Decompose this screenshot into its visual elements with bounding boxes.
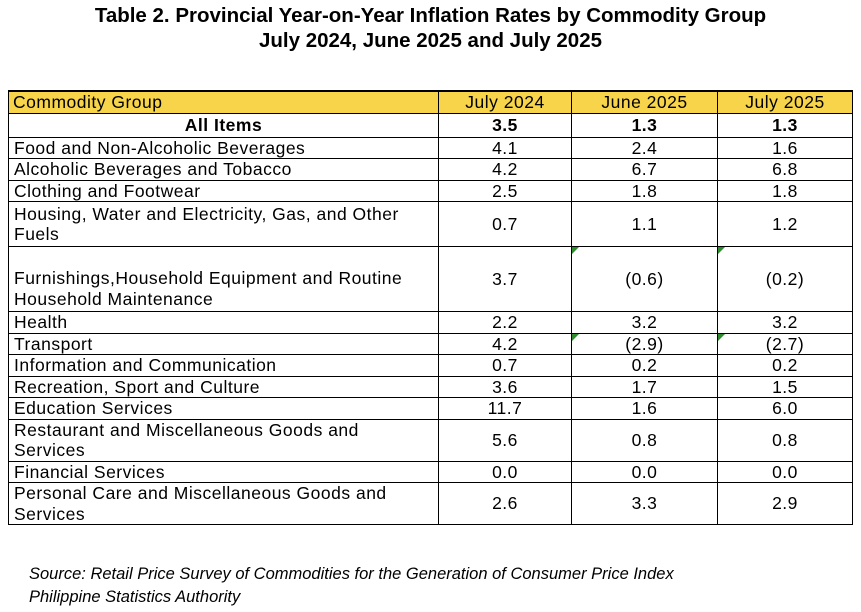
table-row: Financial Services 0.0 0.0 0.0 <box>8 460 853 483</box>
cell-group: Recreation, Sport and Culture <box>8 375 439 398</box>
cell-july-2024: 3.5 <box>438 112 572 138</box>
table-row: Health 2.2 3.2 3.2 <box>8 311 853 334</box>
cell-group: Health <box>8 311 439 334</box>
cell-june-2025: 0.8 <box>571 418 718 462</box>
cell-june-2025: 1.6 <box>571 397 718 420</box>
cell-july-2025: 2.9 <box>717 482 853 525</box>
cell-july-2025: 1.6 <box>717 136 853 159</box>
cell-july-2024: 4.1 <box>438 136 572 159</box>
source-line-2: Philippine Statistics Authority <box>29 588 241 606</box>
cell-group: Education Services <box>8 397 439 420</box>
cell-july-2024: 3.6 <box>438 375 572 398</box>
table-row: Alcoholic Beverages and Tobacco 4.2 6.7 … <box>8 158 853 181</box>
table-row: Transport 4.2 (2.9) (2.7) <box>8 332 853 355</box>
cell-group: All Items <box>8 112 439 138</box>
cell-july-2024: 0.7 <box>438 201 572 247</box>
cell-july-2025: 6.0 <box>717 397 853 420</box>
cell-june-2025: 2.4 <box>571 136 718 159</box>
cell-group: Transport <box>8 332 439 355</box>
table-row: Restaurant and Miscellaneous Goods and S… <box>8 418 853 462</box>
title-line-2: July 2024, June 2025 and July 2025 <box>258 29 602 52</box>
cell-group: Housing, Water and Electricity, Gas, and… <box>8 201 439 247</box>
source-note: Source: Retail Price Survey of Commoditi… <box>29 563 674 609</box>
cell-july-2025: 6.8 <box>717 158 853 181</box>
cell-june-2025: 1.1 <box>571 201 718 247</box>
cell-group: Restaurant and Miscellaneous Goods and S… <box>8 418 439 462</box>
table-row: Food and Non-Alcoholic Beverages 4.1 2.4… <box>8 136 853 159</box>
source-line-1: Source: Retail Price Survey of Commoditi… <box>29 565 674 583</box>
cell-june-2025: 1.8 <box>571 179 718 202</box>
cell-july-2024: 0.7 <box>438 354 572 377</box>
cell-group: Alcoholic Beverages and Tobacco <box>8 158 439 181</box>
table-row: Personal Care and Miscellaneous Goods an… <box>8 482 853 525</box>
cell-july-2025: 0.8 <box>717 418 853 462</box>
cell-july-2025: 1.5 <box>717 375 853 398</box>
cell-july-2025: 1.2 <box>717 201 853 247</box>
cell-july-2025: 3.2 <box>717 311 853 334</box>
table-title: Table 2. Provincial Year-on-Year Inflati… <box>0 3 861 53</box>
table-row: Furnishings,Household Equipment and Rout… <box>8 246 853 312</box>
cell-group: Personal Care and Miscellaneous Goods an… <box>8 482 439 525</box>
cell-june-2025: 1.7 <box>571 375 718 398</box>
cell-july-2024: 4.2 <box>438 332 572 355</box>
cell-june-2025: 3.2 <box>571 311 718 334</box>
table-row: Information and Communication 0.7 0.2 0.… <box>8 354 853 377</box>
cell-group: Furnishings,Household Equipment and Rout… <box>8 246 439 312</box>
table-row: Recreation, Sport and Culture 3.6 1.7 1.… <box>8 375 853 398</box>
header-june-2025: June 2025 <box>571 90 718 114</box>
cell-july-2025: (0.2) <box>717 246 853 312</box>
cell-july-2024: 5.6 <box>438 418 572 462</box>
header-july-2024: July 2024 <box>438 90 572 114</box>
cell-july-2025: 0.0 <box>717 460 853 483</box>
cell-group: Food and Non-Alcoholic Beverages <box>8 136 439 159</box>
cell-june-2025: 1.3 <box>571 112 718 138</box>
cell-july-2024: 3.7 <box>438 246 572 312</box>
cell-july-2024: 2.2 <box>438 311 572 334</box>
cell-june-2025: 0.2 <box>571 354 718 377</box>
cell-july-2024: 11.7 <box>438 397 572 420</box>
cell-july-2025: 0.2 <box>717 354 853 377</box>
cell-june-2025: (0.6) <box>571 246 718 312</box>
cell-june-2025: 0.0 <box>571 460 718 483</box>
cell-july-2024: 2.6 <box>438 482 572 525</box>
table-row-all-items: All Items 3.5 1.3 1.3 <box>8 112 853 138</box>
cell-july-2024: 4.2 <box>438 158 572 181</box>
header-row: Commodity Group July 2024 June 2025 July… <box>8 90 853 114</box>
cell-group: Clothing and Footwear <box>8 179 439 202</box>
title-line-1: Table 2. Provincial Year-on-Year Inflati… <box>94 4 767 27</box>
inflation-table: Commodity Group July 2024 June 2025 July… <box>8 90 853 525</box>
cell-july-2025: 1.3 <box>717 112 853 138</box>
table-row: Housing, Water and Electricity, Gas, and… <box>8 201 853 247</box>
cell-group: Information and Communication <box>8 354 439 377</box>
cell-july-2024: 2.5 <box>438 179 572 202</box>
cell-july-2025: 1.8 <box>717 179 853 202</box>
cell-group: Financial Services <box>8 460 439 483</box>
table-row: Clothing and Footwear 2.5 1.8 1.8 <box>8 179 853 202</box>
cell-june-2025: 3.3 <box>571 482 718 525</box>
cell-june-2025: 6.7 <box>571 158 718 181</box>
cell-june-2025: (2.9) <box>571 332 718 355</box>
cell-july-2025: (2.7) <box>717 332 853 355</box>
cell-july-2024: 0.0 <box>438 460 572 483</box>
table-row: Education Services 11.7 1.6 6.0 <box>8 397 853 420</box>
header-commodity-group: Commodity Group <box>8 90 439 114</box>
header-july-2025: July 2025 <box>717 90 853 114</box>
